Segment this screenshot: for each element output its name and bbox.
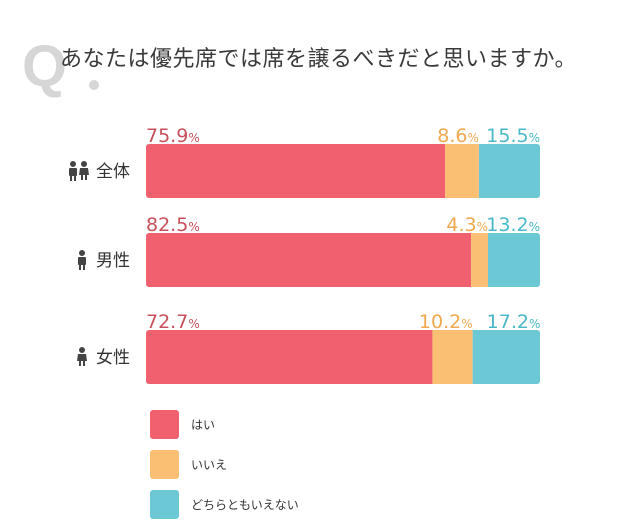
man-icon <box>78 250 86 270</box>
woman-icon <box>77 347 87 366</box>
q-mark-icon: Q <box>22 34 99 99</box>
woman-figure <box>77 347 87 366</box>
icon-head <box>81 161 87 167</box>
data-label-no: 8.6% <box>437 125 479 147</box>
data-label-neither: 17.2% <box>487 311 541 333</box>
icon-leg <box>83 361 85 366</box>
bar-segment-yes <box>146 330 433 384</box>
data-value: 75.9 <box>146 125 188 147</box>
legend-label-neither: どちらともいえない <box>191 497 299 512</box>
bar-segment-yes <box>146 233 472 287</box>
legend-item-no: いいえ <box>150 444 299 484</box>
data-unit: % <box>529 131 540 145</box>
q-letter: Q <box>22 34 67 99</box>
icon-leg <box>79 264 81 270</box>
data-label-neither: 13.2% <box>486 214 540 236</box>
icon-leg <box>74 175 76 181</box>
bar-segment-no <box>471 233 488 287</box>
q-dot <box>89 80 99 90</box>
bar-segment-neither <box>487 233 540 287</box>
bar-segment-neither <box>472 330 540 384</box>
data-label-no: 10.2% <box>419 311 473 333</box>
icon-leg <box>81 175 83 180</box>
category-label: 女性 <box>96 348 130 368</box>
icon-head <box>79 347 85 353</box>
icon-leg <box>83 264 85 270</box>
bar-segment-neither <box>478 144 540 198</box>
icon-leg <box>70 175 72 181</box>
data-unit: % <box>188 317 199 331</box>
data-unit: % <box>529 220 540 234</box>
data-value: 8.6 <box>437 125 467 147</box>
data-unit: % <box>468 131 479 145</box>
icon-body <box>79 168 89 175</box>
data-unit: % <box>477 220 488 234</box>
legend: はい いいえ どちらともいえない <box>150 404 299 524</box>
legend-item-yes: はい <box>150 404 299 444</box>
legend-swatch-yes <box>150 409 179 439</box>
bar-segment-no <box>445 144 479 198</box>
icon-leg <box>85 175 87 180</box>
data-unit: % <box>188 220 199 234</box>
data-value: 15.5 <box>486 125 528 147</box>
data-value: 17.2 <box>487 311 529 333</box>
data-value: 82.5 <box>146 214 188 236</box>
icon-body <box>77 354 87 361</box>
data-value: 4.3 <box>446 214 476 236</box>
legend-label-no: いいえ <box>191 457 228 472</box>
legend-label-yes: はい <box>191 417 216 432</box>
bar-2 <box>146 330 540 384</box>
data-value: 13.2 <box>486 214 528 236</box>
icon-head <box>70 161 76 167</box>
category-label: 男性 <box>96 251 130 271</box>
icon-body <box>69 168 77 176</box>
data-unit: % <box>529 317 540 331</box>
man-figure <box>69 161 77 181</box>
legend-swatch-neither <box>150 489 179 519</box>
bar-segment-no <box>432 330 473 384</box>
data-value: 10.2 <box>419 311 461 333</box>
data-label-yes: 72.7% <box>146 311 200 333</box>
legend-item-neither: どちらともいえない <box>150 484 299 524</box>
bar-segment-yes <box>146 144 446 198</box>
icon-head <box>79 250 85 256</box>
icon-body <box>78 257 86 265</box>
icon-leg <box>79 361 81 366</box>
data-unit: % <box>188 131 199 145</box>
data-unit: % <box>461 317 472 331</box>
data-label-neither: 15.5% <box>486 125 540 147</box>
data-label-yes: 82.5% <box>146 214 200 236</box>
bar-1 <box>146 233 540 287</box>
category-label: 全体 <box>96 162 130 182</box>
bar-0 <box>146 144 540 198</box>
legend-swatch-no <box>150 449 179 479</box>
data-value: 72.7 <box>146 311 188 333</box>
couple-icon <box>69 161 89 181</box>
data-label-no: 4.3% <box>446 214 488 236</box>
page-title: あなたは優先席では席を譲るべきだと思いますか。 <box>60 47 578 72</box>
woman-figure <box>79 161 89 180</box>
man-figure <box>78 250 86 270</box>
data-label-yes: 75.9% <box>146 125 200 147</box>
